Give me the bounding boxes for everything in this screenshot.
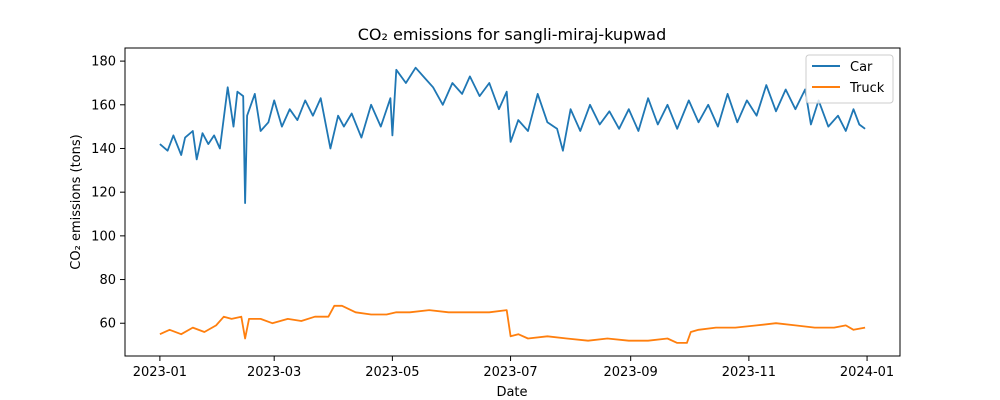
x-tick-label: 2023-09 xyxy=(604,365,658,380)
plot-lines xyxy=(159,66,866,344)
legend-label-car: Car xyxy=(850,60,873,75)
x-axis: 2023-01 2023-03 2023-05 2023-07 2023-09 2023-… xyxy=(133,356,894,380)
y-tick-label: 140 xyxy=(91,142,116,157)
legend: Car Truck xyxy=(805,54,894,104)
series-line-car xyxy=(159,66,866,205)
series-line-truck xyxy=(159,304,866,344)
x-tick-label: 2024-01 xyxy=(840,365,894,380)
y-axis-label: CO₂ emissions (tons) xyxy=(69,134,84,269)
legend-label-truck: Truck xyxy=(849,81,885,96)
x-tick-label: 2023-01 xyxy=(133,365,187,380)
y-tick-label: 80 xyxy=(99,273,116,288)
y-axis: 60 80 100 120 140 160 180 xyxy=(91,55,125,332)
y-tick-label: 100 xyxy=(91,229,116,244)
x-axis-label: Date xyxy=(496,385,527,400)
plot-frame xyxy=(124,47,901,357)
chart-title: CO₂ emissions for sangli-miraj-kupwad xyxy=(358,25,667,44)
x-tick-label: 2023-11 xyxy=(722,365,776,380)
x-tick-label: 2023-05 xyxy=(365,365,419,380)
y-tick-label: 60 xyxy=(99,317,116,332)
x-tick-label: 2023-07 xyxy=(483,365,537,380)
y-tick-label: 120 xyxy=(91,186,116,201)
y-tick-label: 180 xyxy=(91,55,116,70)
x-tick-label: 2023-03 xyxy=(247,365,301,380)
y-tick-label: 160 xyxy=(91,98,116,113)
